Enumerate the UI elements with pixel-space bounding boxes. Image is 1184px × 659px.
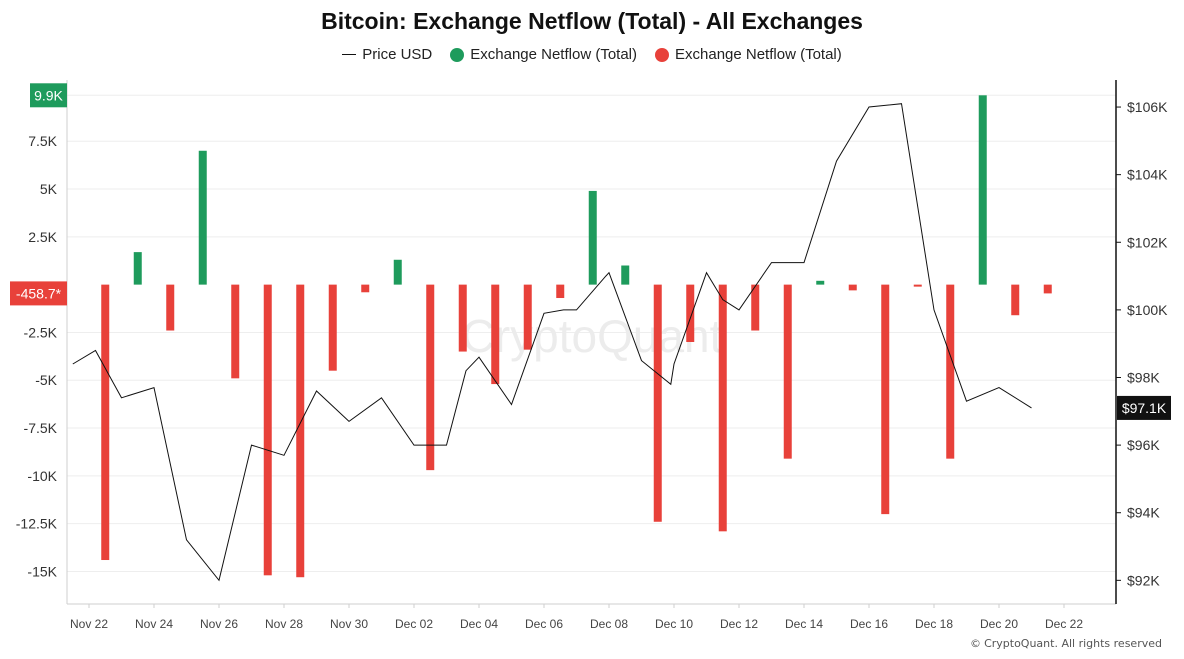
y-left-tick-label: 5K xyxy=(40,181,58,197)
netflow-bar-positive xyxy=(816,280,825,285)
y-left-tick-label: -15K xyxy=(27,563,57,579)
y-right-tick-label: $102K xyxy=(1127,234,1168,250)
legend-label-netflow-positive: Exchange Netflow (Total) xyxy=(470,46,637,63)
netflow-bar-negative xyxy=(686,284,695,342)
netflow-bar-negative xyxy=(718,284,727,532)
legend-item-netflow-positive[interactable]: Exchange Netflow (Total) xyxy=(450,46,637,63)
y-left-tick-label: 7.5K xyxy=(28,133,57,149)
netflow-bar-positive xyxy=(198,150,207,285)
netflow-bar-negative xyxy=(361,284,370,293)
x-tick-label: Nov 24 xyxy=(135,617,173,631)
netflow-bar-negative xyxy=(556,284,565,299)
copyright-notice: © CryptoQuant. All rights reserved xyxy=(970,637,1162,650)
x-tick-label: Dec 06 xyxy=(525,617,563,631)
x-tick-label: Dec 04 xyxy=(460,617,498,631)
right-last-marker-label: $97.1K xyxy=(1122,400,1167,416)
y-right-tick-label: $96K xyxy=(1127,437,1160,453)
netflow-bar-positive xyxy=(978,95,987,285)
netflow-bar-negative xyxy=(1011,284,1020,316)
x-tick-label: Dec 22 xyxy=(1045,617,1083,631)
y-right-tick-label: $106K xyxy=(1127,99,1168,115)
x-tick-label: Nov 26 xyxy=(200,617,238,631)
x-tick-label: Nov 22 xyxy=(70,617,108,631)
netflow-bar-negative xyxy=(653,284,662,522)
netflow-bar-negative xyxy=(848,284,857,291)
chart-title: Bitcoin: Exchange Netflow (Total) - All … xyxy=(321,8,863,34)
legend-green-dot-icon xyxy=(450,47,465,62)
x-tick-label: Dec 12 xyxy=(720,617,758,631)
legend-label-netflow-negative: Exchange Netflow (Total) xyxy=(675,46,842,63)
netflow-bar-positive xyxy=(133,252,142,285)
watermark-logo: CryptoQuant xyxy=(462,310,723,362)
left-last-marker-label: -458.7* xyxy=(16,285,62,301)
legend-item-price[interactable]: Price USD xyxy=(342,46,432,63)
x-tick-label: Dec 02 xyxy=(395,617,433,631)
netflow-bar-negative xyxy=(166,284,175,331)
x-tick-label: Nov 28 xyxy=(265,617,303,631)
netflow-bar-negative xyxy=(458,284,467,352)
y-right-tick-label: $98K xyxy=(1127,369,1160,385)
netflow-bar-positive xyxy=(588,190,597,285)
netflow-bar-negative xyxy=(783,284,792,459)
right-last-marker xyxy=(1117,395,1171,420)
netflow-bar-positive xyxy=(621,265,630,285)
y-right-tick-label: $100K xyxy=(1127,302,1168,318)
y-right-tick-label: $104K xyxy=(1127,167,1168,183)
x-tick-label: Dec 14 xyxy=(785,617,823,631)
y-left-tick-label: -5K xyxy=(35,372,57,388)
y-left-tick-label: -10K xyxy=(27,468,57,484)
netflow-bar-negative xyxy=(523,284,532,350)
netflow-bar-negative xyxy=(751,284,760,331)
x-tick-label: Dec 16 xyxy=(850,617,888,631)
x-tick-label: Dec 10 xyxy=(655,617,693,631)
copyright-symbol: © xyxy=(970,637,981,650)
y-left-tick-label: 2.5K xyxy=(28,229,57,245)
legend-line-icon xyxy=(342,54,357,55)
legend-item-netflow-negative[interactable]: Exchange Netflow (Total) xyxy=(655,46,842,63)
y-right-tick-label: $94K xyxy=(1127,505,1160,521)
x-tick-label: Dec 20 xyxy=(980,617,1018,631)
x-tick-label: Dec 08 xyxy=(590,617,628,631)
y-left-tick-label: -2.5K xyxy=(24,324,58,340)
legend-red-dot-icon xyxy=(655,47,669,62)
left-top-marker xyxy=(30,83,67,108)
y-left-tick-label: -12.5K xyxy=(16,516,58,532)
copyright-text: CryptoQuant. All rights reserved xyxy=(984,637,1162,650)
price-line xyxy=(72,103,1032,582)
left-top-marker-label: 9.9K xyxy=(34,87,63,103)
y-right-tick-label: $92K xyxy=(1127,572,1160,588)
left-last-marker xyxy=(10,281,67,306)
netflow-bar-positive xyxy=(393,259,402,285)
netflow-bar-negative xyxy=(881,284,890,515)
y-left-tick-label: -7.5K xyxy=(24,420,58,436)
netflow-bar-negative xyxy=(946,284,955,459)
netflow-bar-negative xyxy=(296,284,305,578)
chart-legend: Price USD Exchange Netflow (Total) Excha… xyxy=(0,46,1184,63)
netflow-bar-negative xyxy=(913,284,922,287)
netflow-bar-negative xyxy=(426,284,435,471)
legend-label-price: Price USD xyxy=(362,46,433,63)
netflow-bar-negative xyxy=(263,284,272,576)
x-tick-label: Nov 30 xyxy=(330,617,368,631)
netflow-bar-negative xyxy=(491,284,500,385)
netflow-bar-negative xyxy=(231,284,240,379)
netflow-bar-negative xyxy=(1043,284,1052,294)
netflow-bar-negative xyxy=(101,284,110,561)
x-tick-label: Dec 18 xyxy=(915,617,953,631)
netflow-bar-negative xyxy=(328,284,337,371)
